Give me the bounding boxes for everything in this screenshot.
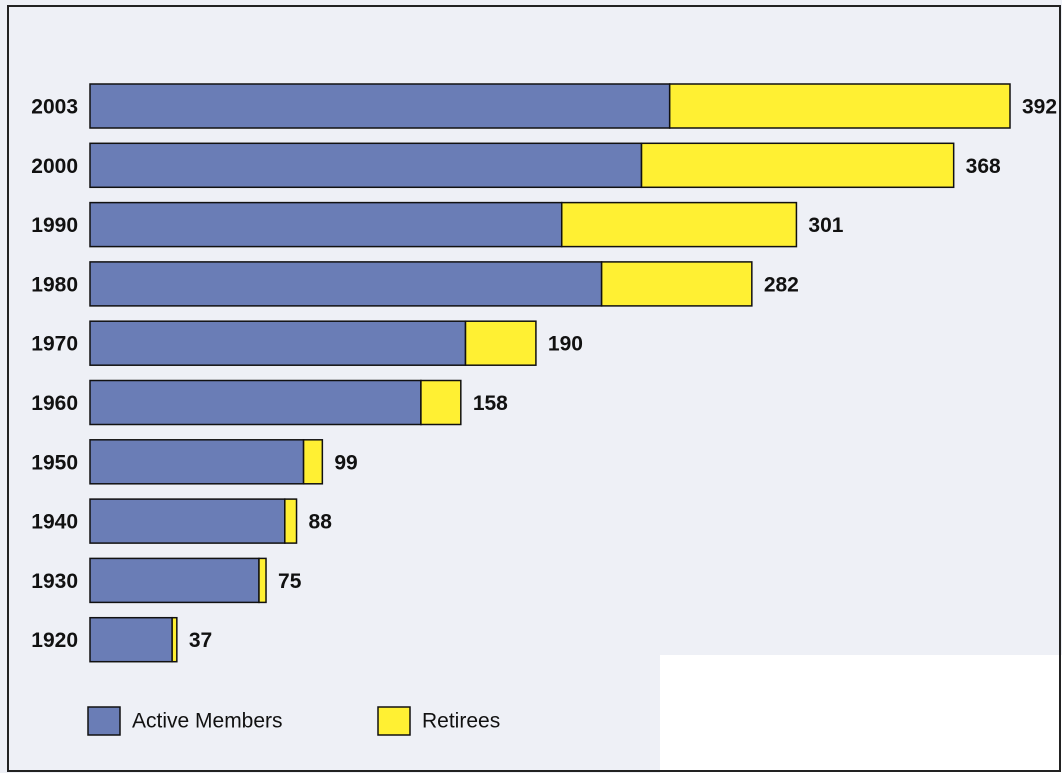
total-label: 158: [473, 392, 508, 415]
bar-segment: [258, 557, 267, 604]
bar-segment: [302, 439, 324, 485]
y-tick-label: 1940: [31, 511, 78, 534]
total-label: 282: [764, 273, 799, 296]
bar-segment: [420, 379, 462, 426]
total-label: 190: [548, 333, 583, 356]
bar-segment: [668, 83, 1011, 129]
bar-segment: [464, 320, 537, 366]
legend-swatch: [377, 706, 411, 736]
y-tick-label: 1970: [31, 333, 78, 356]
y-tick-label: 2003: [31, 96, 78, 119]
total-label: 75: [278, 570, 302, 593]
bar-segment: [89, 439, 305, 485]
bar-segment: [284, 498, 298, 544]
bar-segment: [89, 616, 173, 663]
total-label: 99: [334, 451, 357, 474]
total-label: 301: [808, 214, 843, 237]
y-tick-label: 1950: [31, 451, 78, 474]
bar-segment: [560, 201, 798, 248]
bar-segment: [89, 142, 643, 189]
bar-segment: [89, 83, 671, 129]
bar-segment: [89, 320, 467, 366]
bar-segment: [640, 142, 955, 189]
y-tick-label: 2000: [31, 155, 78, 178]
bar-segment: [171, 616, 178, 663]
total-label: 392: [1022, 96, 1057, 119]
y-tick-label: 1960: [31, 392, 78, 415]
bar-segment: [600, 261, 753, 307]
frame: [7, 5, 1061, 772]
y-tick-label: 1920: [31, 629, 78, 652]
y-tick-label: 1930: [31, 570, 78, 593]
bar-segment: [89, 261, 603, 307]
blank-area: [660, 655, 1062, 773]
y-tick-label: 1990: [31, 214, 78, 237]
total-label: 368: [966, 155, 1001, 178]
bar-segment: [89, 379, 422, 426]
legend-swatch: [87, 706, 121, 736]
legend-label: Retirees: [422, 710, 500, 733]
total-label: 88: [309, 511, 333, 534]
y-tick-label: 1980: [31, 273, 78, 296]
bar-segment: [89, 201, 563, 248]
legend-label: Active Members: [132, 710, 283, 733]
bar-segment: [89, 498, 286, 544]
bar-segment: [89, 557, 260, 604]
total-label: 37: [189, 629, 212, 652]
